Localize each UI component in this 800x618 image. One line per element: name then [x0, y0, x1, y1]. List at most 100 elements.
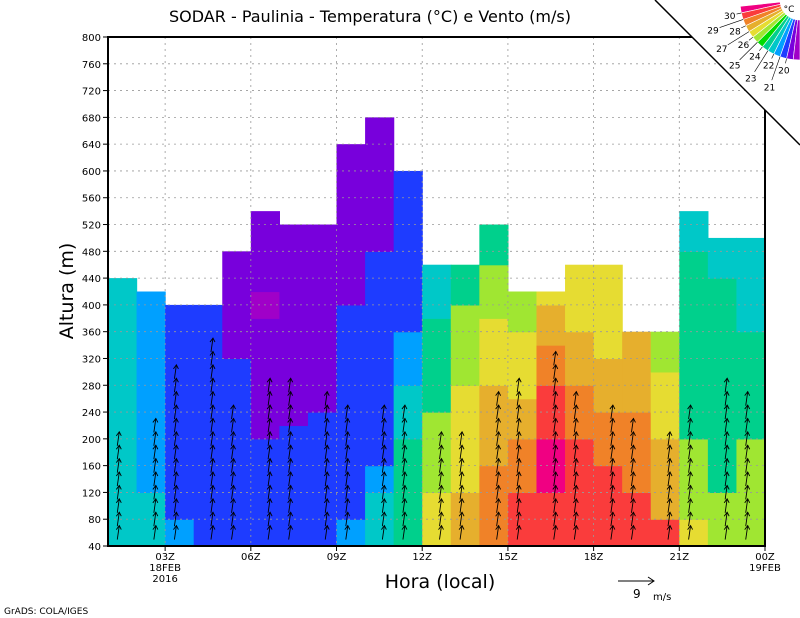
wind-arrow: [724, 458, 728, 473]
wind-arrowhead: [438, 511, 444, 517]
wind-arrow: [231, 512, 234, 527]
wind-arrow: [288, 471, 292, 487]
wind-arrow: [610, 458, 614, 473]
wind-arrowhead: [401, 457, 408, 463]
wind-arrow: [610, 445, 614, 460]
wind-arrowhead: [552, 390, 559, 396]
wind-arrow: [724, 498, 728, 513]
temperature-cell: [679, 519, 709, 547]
wind-arrowhead: [572, 511, 579, 517]
wind-arrow: [210, 525, 214, 540]
wind-arrowhead: [458, 497, 465, 504]
x-tick-label: 06Z: [241, 552, 261, 563]
wind-arrow: [516, 445, 520, 460]
wind-arrowhead: [344, 511, 351, 517]
wind-arrowhead: [323, 524, 330, 530]
wind-arrow: [288, 498, 292, 513]
wind-arrowhead: [344, 471, 351, 477]
wind-arrowhead: [173, 511, 179, 517]
wind-arrowhead: [266, 511, 273, 517]
wind-arrow: [231, 404, 234, 420]
temperature-cell: [479, 318, 509, 386]
wind-arrow: [553, 364, 557, 379]
wind-arrowhead: [115, 471, 122, 477]
wind-arrow: [631, 525, 634, 540]
wind-arrow: [267, 525, 271, 540]
wind-arrowhead: [609, 417, 616, 423]
wind-arrow: [516, 525, 520, 540]
wind-arrowhead: [495, 497, 502, 504]
wind-arrow: [324, 445, 328, 460]
wind-arrow: [153, 418, 157, 433]
temperature-cell: [679, 211, 709, 252]
wind-arrow: [553, 404, 557, 420]
wind-arrow: [381, 471, 385, 487]
wind-arrow: [210, 512, 214, 527]
chart-title: SODAR - Paulinia - Temperatura (°C) e Ve…: [169, 7, 571, 26]
colorbar-label-leader: [741, 25, 746, 29]
y-tick-label: 520: [82, 221, 101, 232]
wind-arrowhead: [744, 417, 751, 423]
wind-arrow: [496, 512, 500, 527]
wind-arrow: [516, 512, 520, 527]
temperature-cell: [479, 465, 509, 547]
wind-arrow: [688, 458, 692, 473]
wind-arrowhead: [209, 511, 216, 517]
wind-arrow: [496, 391, 500, 406]
wind-arrowhead: [458, 471, 465, 477]
wind-arrowhead: [323, 444, 330, 450]
wind-arrowhead: [458, 484, 465, 490]
wind-arrow: [324, 458, 328, 473]
wind-arrowhead: [323, 404, 330, 410]
temperature-cell: [622, 331, 652, 413]
wind-arrowhead: [630, 444, 636, 450]
wind-arrowhead: [209, 404, 216, 410]
temperature-cell: [507, 398, 538, 440]
wind-arrowhead: [723, 511, 730, 517]
wind-arrowhead: [381, 457, 387, 463]
wind-arrowhead: [609, 511, 616, 517]
wind-arrow: [402, 418, 406, 433]
wind-arrowhead: [381, 524, 387, 530]
y-tick-label: 480: [82, 247, 101, 258]
wind-arrowhead: [152, 444, 159, 450]
wind-arrowhead: [287, 457, 294, 463]
wind-arrow: [153, 431, 157, 446]
y-tick-label: 720: [82, 87, 101, 98]
wind-arrow: [631, 445, 634, 460]
wind-arrow: [439, 471, 442, 487]
x-tick-label: 12Z: [412, 552, 432, 563]
temperature-cell: [479, 264, 509, 319]
wind-arrow: [724, 445, 728, 460]
wind-arrow: [573, 485, 577, 500]
wind-arrowhead: [287, 511, 294, 517]
wind-arrow: [745, 391, 749, 406]
wind-arrow: [745, 431, 749, 446]
wind-arrow: [231, 458, 234, 473]
wind-arrowhead: [744, 471, 751, 477]
temperature-cell: [650, 519, 680, 547]
wind-arrowhead: [401, 511, 408, 517]
wind-arrow: [688, 404, 692, 420]
wind-arrowhead: [381, 430, 387, 437]
wind-arrowhead: [515, 390, 522, 396]
wind-arrow: [688, 431, 692, 446]
wind-arrowhead: [552, 364, 559, 370]
wind-arrowhead: [552, 377, 559, 383]
wind-arrowhead: [230, 404, 236, 410]
wind-arrow: [381, 525, 385, 540]
colorbar-label: 28: [729, 27, 741, 37]
wind-arrowhead: [344, 417, 351, 423]
wind-arrow: [573, 391, 577, 406]
wind-arrow: [573, 458, 577, 473]
wind-arrowhead: [266, 471, 273, 477]
wind-arrow: [688, 418, 692, 433]
wind-arrowhead: [630, 511, 636, 517]
temperature-cell: [422, 264, 452, 319]
wind-arrowhead: [744, 457, 751, 463]
wind-arrow: [267, 458, 271, 473]
wind-arrow: [116, 525, 120, 540]
wind-arrow: [324, 418, 328, 433]
y-tick-label: 760: [82, 60, 101, 71]
